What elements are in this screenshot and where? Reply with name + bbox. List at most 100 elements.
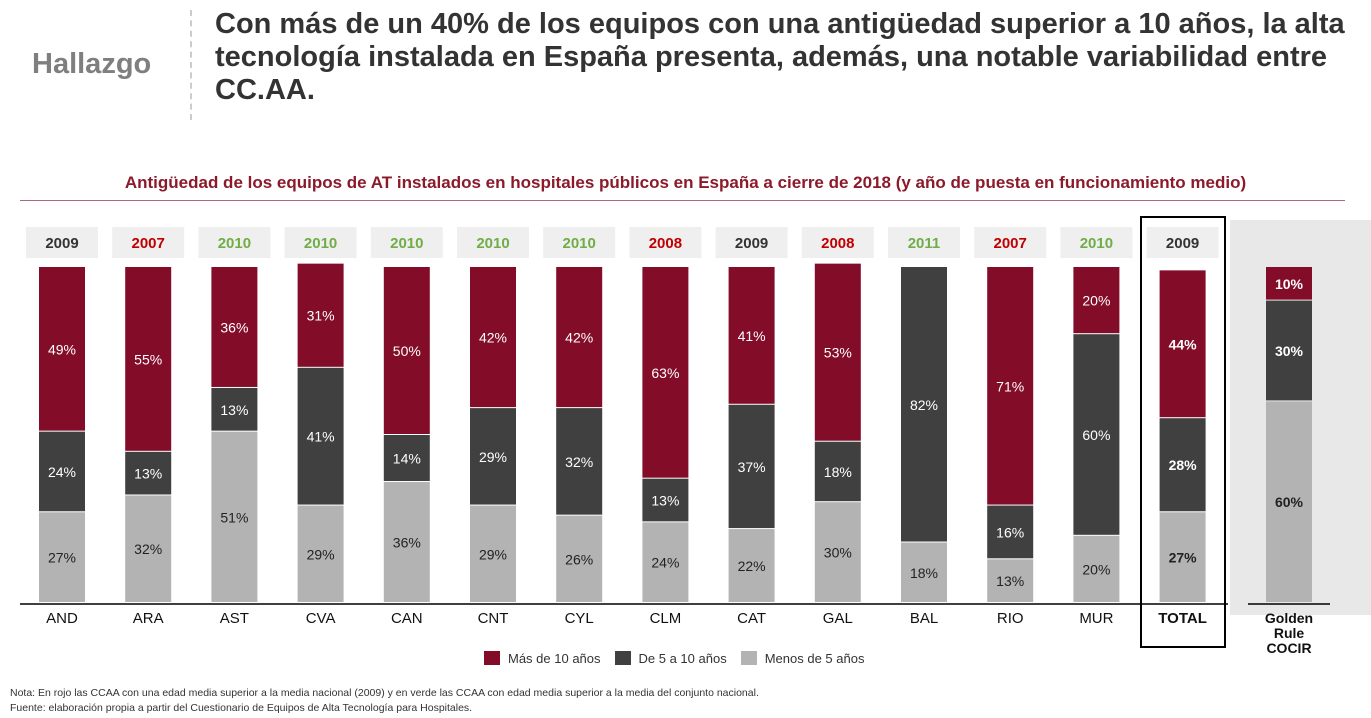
bar-segment	[987, 505, 1034, 559]
year-label: 2008	[821, 235, 854, 252]
data-label: 31%	[307, 308, 335, 324]
x-tick-label: CAT	[737, 610, 766, 627]
year-label: 2010	[563, 235, 596, 252]
data-label: 29%	[479, 449, 507, 465]
data-label: 27%	[48, 550, 76, 566]
data-label: 63%	[651, 365, 679, 381]
bar-segment	[728, 267, 775, 404]
year-label: 2011	[908, 235, 941, 252]
x-tick-label: AND	[46, 610, 78, 627]
bar-segment	[1073, 267, 1120, 334]
data-label: 28%	[1169, 457, 1198, 473]
bar-segment	[901, 542, 947, 602]
bar-segment	[1159, 418, 1206, 512]
x-tick-label: AST	[220, 610, 249, 627]
bar-segment	[383, 267, 430, 434]
x-tick-label: GAL	[823, 610, 853, 627]
data-label: 29%	[479, 546, 507, 562]
year-box	[112, 227, 185, 258]
bar-segment	[125, 451, 172, 495]
year-box	[543, 227, 616, 258]
data-label: 18%	[824, 464, 852, 480]
data-label: 32%	[565, 454, 593, 470]
data-label: 49%	[48, 341, 76, 357]
x-tick-label: RIO	[997, 610, 1024, 627]
legend-item: Más de 10 años	[484, 651, 601, 666]
bar-segment	[297, 263, 344, 367]
bar-segment	[1159, 512, 1206, 602]
bar-segment	[1073, 334, 1120, 535]
x-tick-label: Golden	[1265, 610, 1313, 626]
year-label: 2010	[476, 235, 509, 252]
bar-segment	[297, 367, 344, 505]
data-label: 29%	[307, 546, 335, 562]
data-label: 24%	[48, 464, 76, 480]
data-label: 42%	[479, 330, 507, 346]
x-tick-label: ARA	[133, 610, 164, 627]
year-label: 2009	[45, 235, 78, 252]
data-label: 32%	[134, 541, 162, 557]
legend-item: Menos de 5 años	[740, 651, 864, 666]
bar-segment	[297, 505, 344, 602]
bar-segment	[39, 267, 85, 431]
year-label: 2007	[994, 235, 1027, 252]
x-tick-label: BAL	[910, 610, 938, 627]
x-tick-label: CNT	[478, 610, 509, 627]
year-label: 2009	[1166, 235, 1199, 252]
year-label: 2010	[304, 235, 337, 252]
data-label: 26%	[565, 551, 593, 567]
year-box	[801, 227, 874, 258]
data-label: 13%	[134, 466, 162, 482]
bar-segment	[1266, 401, 1312, 602]
year-label: 2010	[218, 235, 251, 252]
x-tick-label: CVA	[306, 610, 336, 627]
bar-segment	[1266, 300, 1312, 401]
year-box	[370, 227, 443, 258]
bar-segment	[470, 267, 516, 408]
year-box	[1060, 227, 1133, 258]
year-label: 2009	[735, 235, 768, 252]
bar-segment	[556, 267, 603, 408]
year-box	[26, 227, 98, 258]
x-tick-label: TOTAL	[1158, 610, 1207, 627]
data-label: 27%	[1169, 550, 1198, 566]
bar-segment	[39, 431, 85, 512]
bar-segment	[728, 404, 775, 529]
year-label: 2007	[132, 235, 165, 252]
bar-segment	[556, 515, 603, 602]
data-label: 18%	[910, 565, 938, 581]
x-tick-label: CLM	[650, 610, 682, 627]
data-label: 55%	[134, 351, 162, 367]
data-label: 44%	[1169, 336, 1198, 352]
legend: Más de 10 años De 5 a 10 años Menos de 5…	[484, 651, 864, 666]
data-label: 13%	[220, 402, 248, 418]
data-label: 41%	[307, 429, 335, 445]
bar-segment	[987, 559, 1034, 602]
bar-segment	[1073, 535, 1120, 602]
finding-tag: Hallazgo	[32, 48, 152, 80]
data-label: 13%	[651, 493, 679, 509]
data-label: 36%	[393, 535, 421, 551]
bar-segment	[383, 482, 430, 602]
data-label: 14%	[393, 451, 421, 467]
bar-segment	[470, 408, 516, 505]
data-label: 50%	[393, 343, 421, 359]
bar-segment	[1266, 267, 1312, 300]
data-label: 30%	[1275, 343, 1304, 359]
bar-segment	[211, 267, 258, 387]
year-label: 2010	[390, 235, 423, 252]
data-label: 53%	[824, 345, 852, 361]
bar-segment	[1159, 270, 1206, 418]
bar-segment	[814, 441, 861, 502]
year-box	[629, 227, 702, 258]
data-label: 20%	[1082, 561, 1110, 577]
data-label: 36%	[220, 319, 248, 335]
bar-segment	[642, 478, 689, 522]
bar-segment	[39, 512, 85, 602]
bar-segment	[125, 495, 172, 602]
title-underline	[20, 200, 1345, 201]
data-label: 82%	[910, 397, 938, 413]
data-label: 60%	[1082, 427, 1110, 443]
data-label: 24%	[651, 555, 679, 571]
year-box	[888, 227, 960, 258]
